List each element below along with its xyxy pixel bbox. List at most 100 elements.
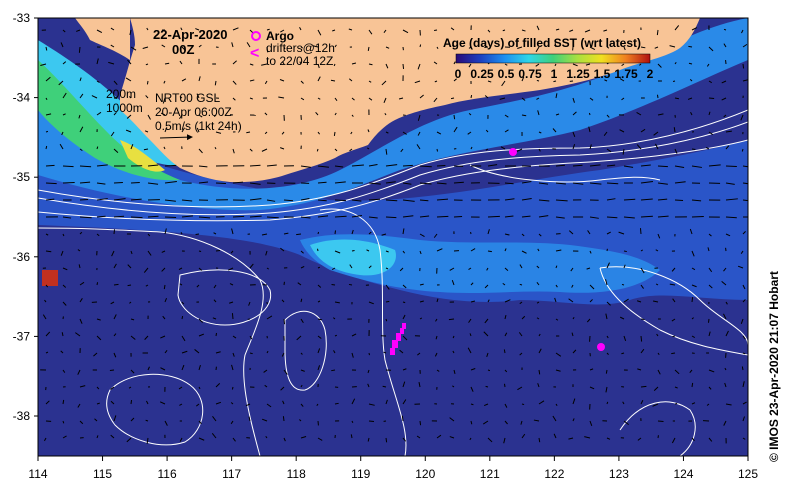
- current-vector: [606, 370, 607, 374]
- current-vector: [335, 200, 346, 201]
- drifters-legend-line1: drifters@12h: [266, 41, 335, 55]
- current-vector: [331, 80, 335, 81]
- current-vector: [334, 132, 335, 136]
- lon-tick-label: 117: [222, 467, 241, 481]
- current-vector: [420, 421, 421, 425]
- current-vector: [199, 251, 201, 252]
- current-vector: [553, 81, 556, 82]
- lon-tick-label: 120: [415, 467, 435, 481]
- argo-float[interactable]: [509, 148, 517, 156]
- current-vector: [131, 182, 140, 183]
- credit-label: © IMOS 23-Apr-2020 21:07 Hobart: [767, 271, 781, 462]
- current-vector: [675, 98, 679, 99]
- colorbar-title: Age (days) of filled SST (wrt latest): [443, 36, 641, 50]
- current-vector: [386, 319, 387, 321]
- current-vector: [724, 29, 726, 30]
- current-vector: [486, 386, 488, 387]
- velocity-scale-label: 0.5m/s (1kt 24h): [155, 119, 242, 133]
- argo-float[interactable]: [597, 343, 605, 351]
- colorbar-tick-label: 1.75: [614, 67, 638, 81]
- drifters-legend-icon: <: [250, 45, 259, 62]
- current-vector: [539, 370, 540, 374]
- current-vector: [451, 98, 454, 99]
- current-vector: [128, 285, 131, 286]
- current-vector: [246, 132, 250, 133]
- current-vector: [688, 46, 692, 47]
- current-vector: [80, 166, 91, 167]
- lon-tick-label: 123: [609, 467, 629, 481]
- current-vector: [63, 400, 64, 404]
- current-vector: [403, 302, 405, 303]
- current-vector: [215, 81, 216, 85]
- current-vector: [349, 284, 352, 285]
- lon-tick-label: 124: [673, 467, 693, 481]
- current-vector: [471, 95, 472, 98]
- current-vector: [352, 250, 355, 251]
- current-vector: [331, 370, 335, 371]
- current-vector: [709, 98, 714, 99]
- current-vector: [673, 81, 675, 82]
- current-vector: [692, 297, 693, 302]
- current-vector: [403, 165, 413, 166]
- colorbar: [456, 54, 650, 63]
- current-vector: [233, 216, 244, 217]
- current-vector: [232, 387, 233, 389]
- current-vector: [165, 165, 176, 166]
- current-vector: [657, 30, 658, 35]
- colorbar-tick-label: 0: [455, 67, 462, 81]
- current-vector: [742, 149, 743, 152]
- current-vector: [402, 416, 403, 421]
- current-vector: [692, 149, 695, 150]
- red-patch: [42, 270, 58, 286]
- current-vector: [232, 313, 233, 319]
- latitude-axis: -33-34-35-36-37-38: [13, 11, 38, 423]
- lon-tick-label: 121: [480, 467, 500, 481]
- current-vector: [335, 403, 339, 404]
- current-vector: [283, 416, 284, 421]
- depth-1000-label: 1000m: [106, 101, 143, 115]
- current-vector: [46, 165, 55, 166]
- current-vector: [250, 353, 253, 354]
- current-vector: [641, 386, 646, 387]
- product-name: NRT00 GSL: [155, 91, 220, 105]
- current-vector: [437, 165, 445, 166]
- colorbar-tick-label: 0.75: [518, 67, 542, 81]
- lon-tick-label: 114: [28, 467, 47, 481]
- current-vector: [97, 282, 98, 285]
- drifters-legend-line2: to 22/04 12Z: [266, 54, 333, 68]
- current-vector: [403, 64, 404, 69]
- lat-tick-label: -38: [13, 409, 31, 423]
- current-vector: [386, 438, 387, 442]
- current-vector: [504, 349, 505, 353]
- current-vector: [437, 216, 448, 217]
- current-vector: [165, 63, 169, 64]
- current-vector: [522, 404, 524, 405]
- current-vector: [689, 63, 692, 64]
- current-vector: [420, 45, 421, 47]
- current-vector: [454, 115, 455, 119]
- current-vector: [146, 420, 148, 421]
- current-vector: [607, 402, 608, 404]
- current-vector: [641, 336, 642, 342]
- current-vector: [671, 353, 675, 354]
- depth-200-label: 200m: [106, 87, 136, 101]
- current-vector: [46, 146, 47, 149]
- current-vector: [46, 183, 57, 184]
- current-vector: [284, 319, 285, 324]
- current-vector: [449, 319, 454, 320]
- lon-tick-label: 115: [93, 467, 112, 481]
- current-vector: [692, 383, 693, 387]
- current-vector: [296, 234, 301, 235]
- current-vector: [437, 149, 438, 152]
- current-vector: [79, 47, 80, 53]
- product-date: 20-Apr 06:00Z: [155, 105, 232, 119]
- lon-tick-label: 119: [351, 467, 370, 481]
- current-vector: [335, 230, 336, 234]
- current-vector: [131, 400, 132, 404]
- current-vector: [46, 131, 48, 132]
- colorbar-tick-label: 0.25: [470, 67, 494, 81]
- colorbar-tick-label: 0.5: [498, 67, 515, 81]
- lat-tick-label: -34: [13, 91, 31, 105]
- current-vector: [182, 316, 183, 319]
- current-vector: [624, 251, 627, 252]
